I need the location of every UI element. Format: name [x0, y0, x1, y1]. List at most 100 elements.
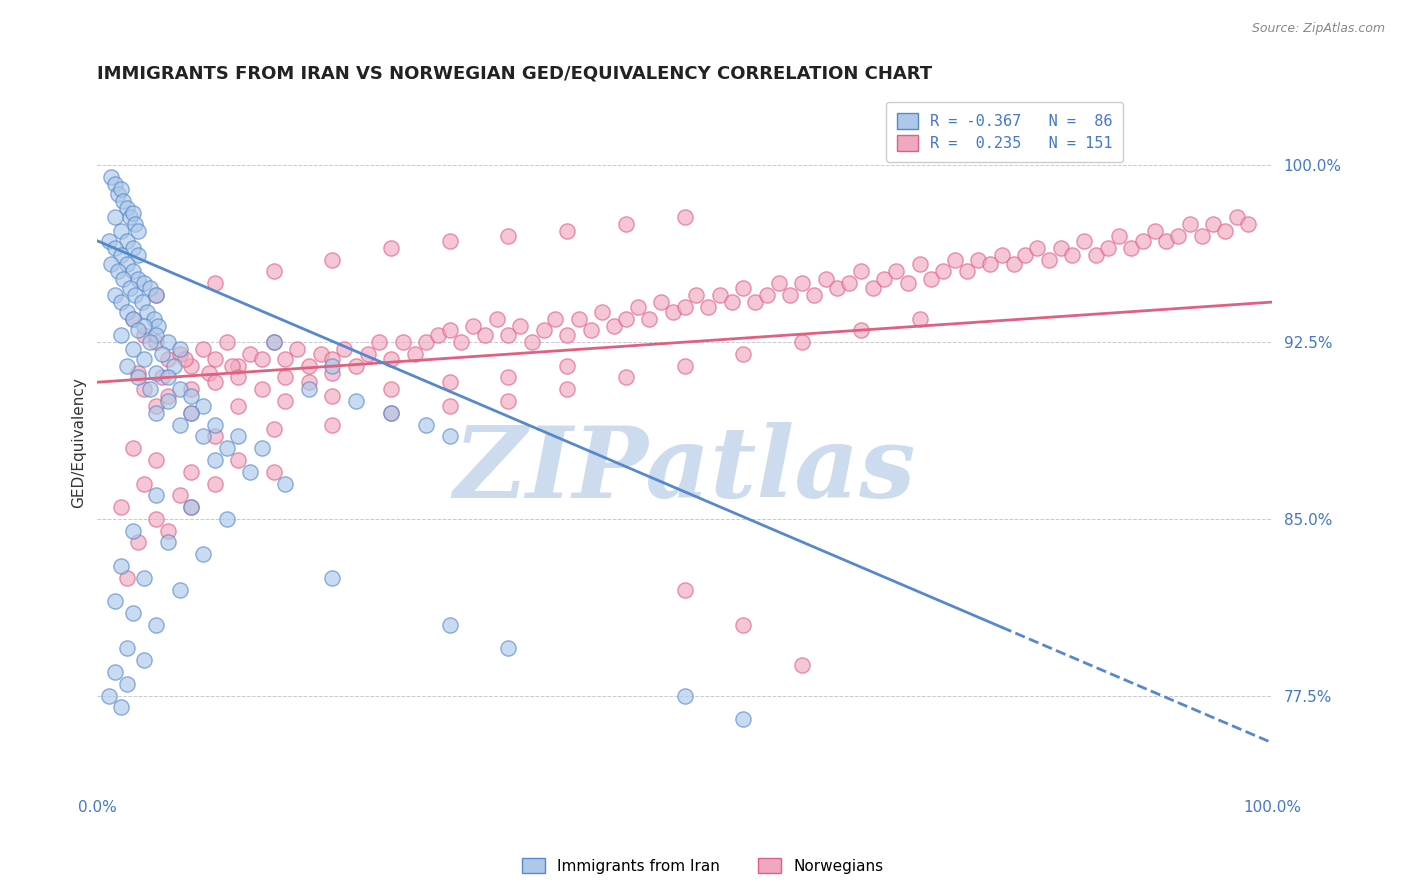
Point	[127, 535, 149, 549]
Point	[112, 271, 135, 285]
Point	[191, 429, 214, 443]
Point	[156, 389, 179, 403]
Point	[121, 311, 143, 326]
Point	[127, 370, 149, 384]
Point	[124, 217, 146, 231]
Point	[650, 295, 672, 310]
Point	[720, 295, 742, 310]
Text: Source: ZipAtlas.com: Source: ZipAtlas.com	[1251, 22, 1385, 36]
Point	[814, 271, 837, 285]
Point	[226, 429, 249, 443]
Point	[614, 217, 637, 231]
Point	[673, 582, 696, 597]
Point	[380, 241, 402, 255]
Point	[191, 547, 214, 561]
Point	[603, 318, 626, 333]
Point	[1002, 257, 1025, 271]
Point	[110, 295, 132, 310]
Text: ZIPatlas: ZIPatlas	[454, 422, 915, 518]
Point	[145, 488, 167, 502]
Point	[991, 248, 1014, 262]
Point	[274, 394, 297, 409]
Point	[115, 201, 138, 215]
Point	[333, 342, 356, 356]
Point	[169, 347, 191, 361]
Point	[121, 311, 143, 326]
Point	[932, 264, 955, 278]
Point	[163, 359, 186, 373]
Point	[498, 394, 520, 409]
Point	[239, 347, 262, 361]
Point	[110, 328, 132, 343]
Point	[779, 288, 801, 302]
Point	[180, 500, 202, 514]
Point	[849, 323, 872, 337]
Point	[104, 594, 127, 608]
Point	[673, 359, 696, 373]
Point	[127, 271, 149, 285]
Point	[415, 335, 437, 350]
Point	[121, 606, 143, 620]
Point	[127, 366, 149, 380]
Point	[226, 453, 249, 467]
Point	[498, 328, 520, 343]
Point	[1213, 224, 1236, 238]
Point	[873, 271, 896, 285]
Point	[1062, 248, 1084, 262]
Point	[145, 453, 167, 467]
Point	[827, 281, 849, 295]
Point	[215, 512, 238, 526]
Point	[1049, 241, 1071, 255]
Point	[104, 178, 127, 192]
Point	[145, 406, 167, 420]
Point	[391, 335, 413, 350]
Point	[298, 359, 321, 373]
Point	[979, 257, 1001, 271]
Point	[450, 335, 472, 350]
Point	[1097, 241, 1119, 255]
Point	[555, 224, 578, 238]
Point	[134, 328, 156, 343]
Point	[555, 328, 578, 343]
Point	[134, 653, 156, 667]
Point	[733, 618, 755, 632]
Point	[150, 347, 173, 361]
Point	[127, 323, 149, 337]
Text: IMMIGRANTS FROM IRAN VS NORWEGIAN GED/EQUIVALENCY CORRELATION CHART: IMMIGRANTS FROM IRAN VS NORWEGIAN GED/EQ…	[97, 64, 932, 82]
Point	[274, 351, 297, 366]
Point	[121, 205, 143, 219]
Point	[121, 241, 143, 255]
Point	[568, 311, 591, 326]
Point	[145, 335, 167, 350]
Point	[908, 257, 931, 271]
Point	[474, 328, 496, 343]
Point	[127, 248, 149, 262]
Point	[104, 211, 127, 225]
Point	[145, 288, 167, 302]
Point	[1014, 248, 1036, 262]
Point	[1132, 234, 1154, 248]
Legend: R = -0.367   N =  86, R =  0.235   N = 151: R = -0.367 N = 86, R = 0.235 N = 151	[886, 103, 1123, 161]
Point	[803, 288, 825, 302]
Point	[121, 524, 143, 538]
Point	[135, 304, 157, 318]
Point	[544, 311, 567, 326]
Point	[169, 382, 191, 396]
Point	[321, 252, 343, 267]
Point	[1143, 224, 1166, 238]
Point	[134, 476, 156, 491]
Point	[792, 335, 814, 350]
Point	[145, 288, 167, 302]
Point	[98, 689, 121, 703]
Point	[110, 248, 132, 262]
Point	[204, 277, 226, 291]
Point	[180, 406, 202, 420]
Point	[627, 300, 650, 314]
Point	[145, 512, 167, 526]
Point	[321, 571, 343, 585]
Point	[614, 311, 637, 326]
Point	[498, 370, 520, 384]
Point	[145, 618, 167, 632]
Point	[110, 700, 132, 714]
Point	[356, 347, 378, 361]
